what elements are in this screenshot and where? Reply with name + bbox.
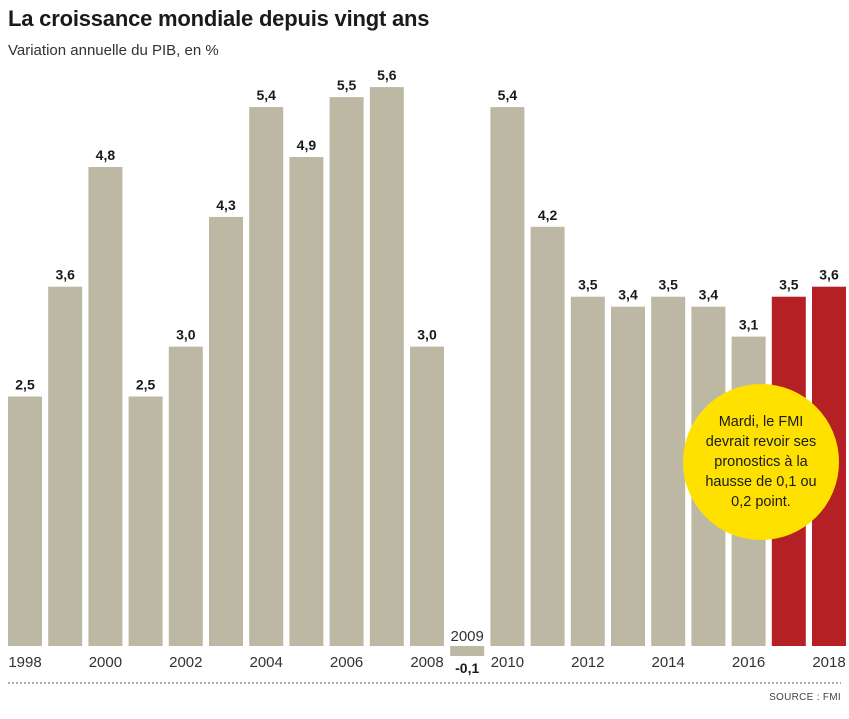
chart-title: La croissance mondiale depuis vingt ans [8, 6, 430, 31]
value-label-2008: 3,0 [417, 327, 437, 343]
tick-label-1998: 1998 [8, 654, 41, 671]
bar-2012 [570, 296, 605, 646]
tick-label-2009: 2009 [451, 628, 484, 645]
tick-label-2012: 2012 [571, 654, 604, 671]
bar-2000 [88, 167, 123, 646]
value-label-2006: 5,5 [337, 77, 357, 93]
bar-2006 [329, 97, 364, 647]
tick-label-2014: 2014 [652, 654, 685, 671]
callout-text: Mardi, le FMI devrait revoir ses pronost… [705, 414, 817, 510]
value-label-1999: 3,6 [55, 267, 75, 283]
value-label-2007: 5,6 [377, 67, 397, 83]
bar-2008 [410, 346, 444, 646]
value-label-2001: 2,5 [136, 377, 156, 393]
value-label-2009: -0,1 [455, 660, 479, 676]
value-label-2004: 5,4 [256, 87, 276, 103]
source-credit: SOURCE : FMI [769, 692, 841, 703]
tick-label-2016: 2016 [732, 654, 765, 671]
chart-subtitle: Variation annuelle du PIB, en % [8, 42, 219, 59]
value-label-2011: 4,2 [538, 207, 558, 223]
value-label-2003: 4,3 [216, 197, 236, 213]
tick-labels-group: 1998 2000 2002 2004 2006 2008 2009 2010 2012 2014… [8, 628, 845, 671]
bar-2004 [249, 107, 284, 647]
tick-label-2000: 2000 [89, 654, 122, 671]
bar-2014 [651, 296, 686, 646]
tick-label-2018: 2018 [812, 654, 845, 671]
value-label-2014: 3,5 [658, 277, 678, 293]
value-label-2018: 3,6 [819, 267, 839, 283]
bar-2007 [369, 87, 404, 647]
value-label-2012: 3,5 [578, 277, 598, 293]
value-label-2017: 3,5 [779, 277, 799, 293]
value-label-2005: 4,9 [297, 137, 317, 153]
bar-2005 [289, 157, 324, 646]
bars-group [8, 87, 846, 656]
bar-2013 [611, 306, 645, 646]
bar-1999 [48, 286, 83, 646]
value-label-2010: 5,4 [498, 87, 518, 103]
value-labels-group: 2,5 3,6 4,8 2,5 3,0 4,3 5,4 4,9 5,5 5,6 3,0 -0,1 5,4… [15, 67, 839, 676]
forecast-callout: Mardi, le FMI devrait revoir ses pronost… [683, 384, 839, 540]
bar-2003 [209, 216, 243, 646]
bar-2010 [490, 107, 525, 647]
tick-label-2004: 2004 [250, 654, 283, 671]
bar-2002 [168, 346, 203, 646]
bar-1998 [8, 396, 42, 646]
bar-2009 [450, 646, 485, 656]
tick-label-2010: 2010 [491, 654, 524, 671]
bar-2001 [128, 396, 163, 646]
tick-label-2002: 2002 [169, 654, 202, 671]
value-label-2013: 3,4 [618, 287, 638, 303]
value-label-2016: 3,1 [739, 317, 759, 333]
value-label-2000: 4,8 [96, 147, 116, 163]
value-label-2002: 3,0 [176, 327, 196, 343]
bar-2011 [530, 226, 565, 647]
tick-label-2008: 2008 [410, 654, 443, 671]
value-label-2015: 3,4 [699, 287, 719, 303]
tick-label-2006: 2006 [330, 654, 363, 671]
value-label-1998: 2,5 [15, 377, 35, 393]
